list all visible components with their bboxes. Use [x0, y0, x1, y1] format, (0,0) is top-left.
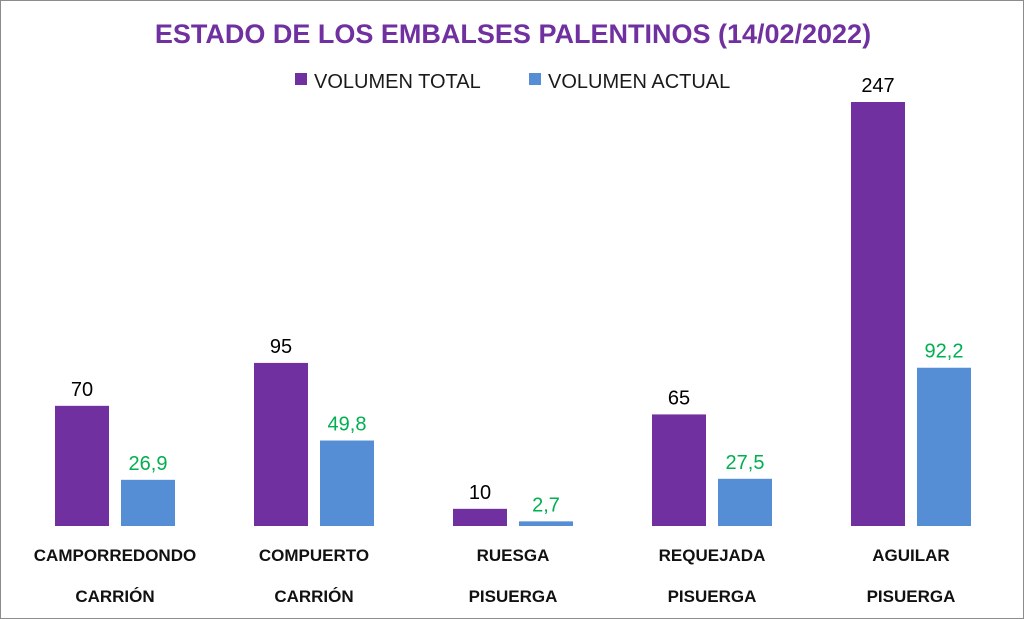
- legend-swatch-volumen-actual: [529, 73, 541, 85]
- value-labels-group: 70 26,9 95 49,8 10 2,7 65 27,5 247 92,2: [71, 75, 964, 516]
- category-river-label-compuerto: CARRIÓN: [274, 587, 353, 606]
- bar-volumen-total-compuerto: [254, 362, 308, 526]
- category-label-aguilar: AGUILAR: [872, 546, 949, 565]
- bar-volumen-total-camporredondo: [55, 405, 109, 526]
- category-river-label-camporredondo: CARRIÓN: [75, 587, 154, 606]
- bar-volumen-actual-aguilar: [917, 367, 971, 526]
- value-label-volumen-actual-compuerto: 49,8: [328, 414, 367, 436]
- category-label-ruesga: RUESGA: [477, 546, 550, 565]
- value-label-volumen-actual-ruesga: 2,7: [532, 494, 560, 516]
- category-label-compuerto: COMPUERTO: [259, 546, 369, 565]
- legend: VOLUMEN TOTAL VOLUMEN ACTUAL: [295, 71, 730, 93]
- value-label-volumen-total-requejada: 65: [668, 387, 690, 409]
- legend-label-volumen-actual: VOLUMEN ACTUAL: [548, 71, 730, 93]
- value-label-volumen-actual-camporredondo: 26,9: [129, 453, 168, 475]
- bar-volumen-actual-compuerto: [320, 440, 374, 526]
- value-label-volumen-total-camporredondo: 70: [71, 379, 93, 401]
- bar-volumen-total-requejada: [652, 414, 706, 526]
- bar-volumen-actual-camporredondo: [121, 479, 175, 526]
- bar-volumen-actual-requejada: [718, 478, 772, 526]
- value-label-volumen-actual-aguilar: 92,2: [925, 341, 964, 363]
- bars-group: [55, 102, 971, 526]
- bar-volumen-actual-ruesga: [519, 521, 573, 526]
- category-river-label-requejada: PISUERGA: [668, 587, 757, 606]
- category-river-label-aguilar: PISUERGA: [867, 587, 956, 606]
- legend-label-volumen-total: VOLUMEN TOTAL: [314, 71, 481, 93]
- chart-title: ESTADO DE LOS EMBALSES PALENTINOS (14/02…: [155, 19, 871, 49]
- category-labels-group: CAMPORREDONDO CARRIÓN COMPUERTO CARRIÓN RUES…: [34, 546, 956, 606]
- category-label-requejada: REQUEJADA: [659, 546, 766, 565]
- legend-swatch-volumen-total: [295, 73, 307, 85]
- bar-volumen-total-ruesga: [453, 508, 507, 526]
- value-label-volumen-actual-requejada: 27,5: [726, 452, 765, 474]
- category-label-camporredondo: CAMPORREDONDO: [34, 546, 196, 565]
- value-label-volumen-total-ruesga: 10: [469, 482, 491, 504]
- value-label-volumen-total-compuerto: 95: [270, 336, 292, 358]
- bar-volumen-total-aguilar: [851, 102, 905, 526]
- value-label-volumen-total-aguilar: 247: [861, 75, 894, 97]
- category-river-label-ruesga: PISUERGA: [469, 587, 558, 606]
